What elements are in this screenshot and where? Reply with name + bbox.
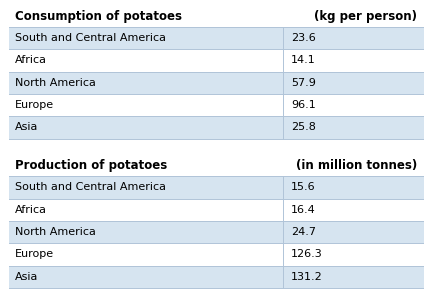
- Text: (kg per person): (kg per person): [315, 10, 417, 23]
- Text: 16.4: 16.4: [291, 205, 315, 215]
- Text: Africa: Africa: [15, 205, 47, 215]
- Bar: [9, 199, 424, 221]
- Bar: [9, 94, 424, 116]
- Bar: [9, 116, 424, 139]
- Text: Asia: Asia: [15, 122, 38, 132]
- Text: (in million tonnes): (in million tonnes): [296, 159, 417, 172]
- Text: North America: North America: [15, 78, 96, 88]
- Bar: [9, 27, 424, 49]
- Text: Asia: Asia: [15, 272, 38, 282]
- Bar: [9, 266, 424, 288]
- Text: 15.6: 15.6: [291, 182, 315, 192]
- Bar: [9, 49, 424, 72]
- Text: Europe: Europe: [15, 100, 54, 110]
- Text: 23.6: 23.6: [291, 33, 315, 43]
- Bar: [9, 221, 424, 243]
- Text: 96.1: 96.1: [291, 100, 315, 110]
- Text: South and Central America: South and Central America: [15, 33, 166, 43]
- Text: 131.2: 131.2: [291, 272, 323, 282]
- Text: 24.7: 24.7: [291, 227, 316, 237]
- Bar: [9, 155, 424, 176]
- Bar: [9, 243, 424, 266]
- Text: 25.8: 25.8: [291, 122, 316, 132]
- Text: 126.3: 126.3: [291, 249, 323, 259]
- Text: Europe: Europe: [15, 249, 54, 259]
- Text: North America: North America: [15, 227, 96, 237]
- Text: Africa: Africa: [15, 55, 47, 65]
- Text: 14.1: 14.1: [291, 55, 315, 65]
- Bar: [9, 72, 424, 94]
- Bar: [9, 6, 424, 27]
- Text: 57.9: 57.9: [291, 78, 316, 88]
- Bar: [9, 176, 424, 199]
- Text: Production of potatoes: Production of potatoes: [15, 159, 167, 172]
- Text: South and Central America: South and Central America: [15, 182, 166, 192]
- Text: Consumption of potatoes: Consumption of potatoes: [15, 10, 182, 23]
